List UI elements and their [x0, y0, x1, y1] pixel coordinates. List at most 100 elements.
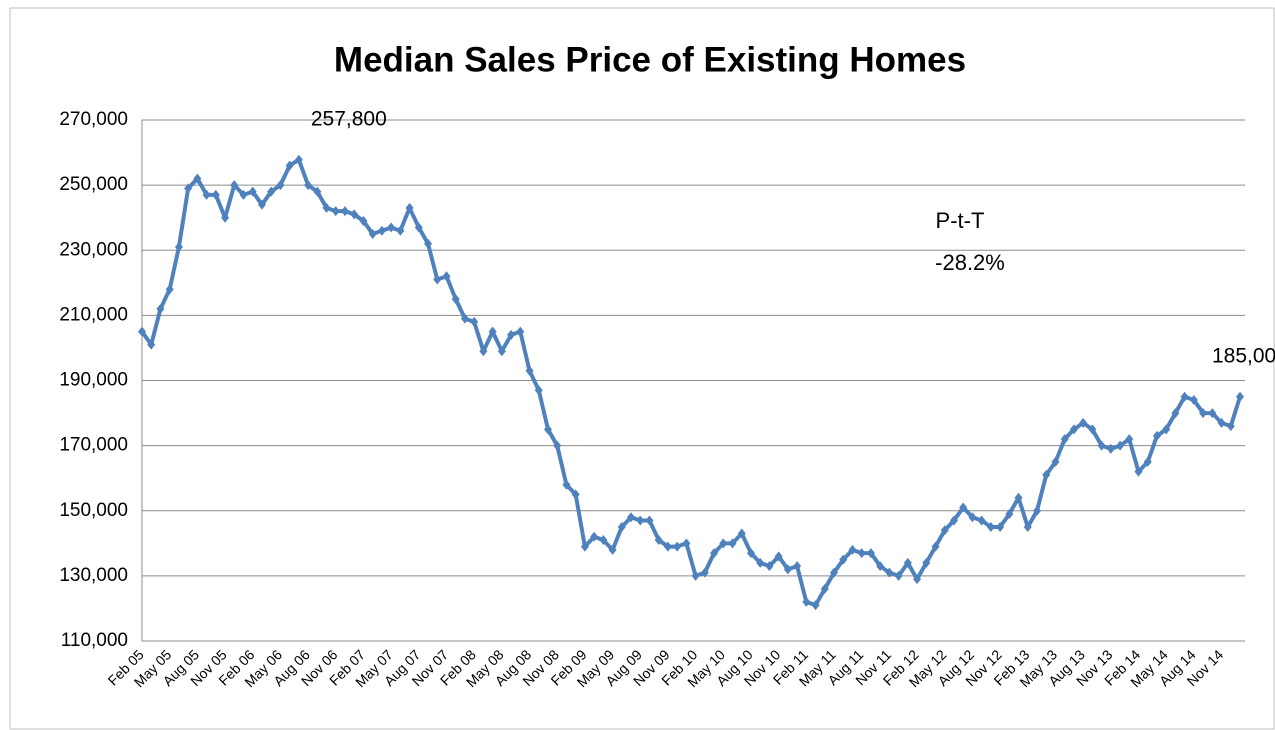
data-point	[1014, 492, 1023, 503]
data-point	[230, 180, 239, 191]
data-point	[580, 541, 589, 552]
data-point	[949, 515, 958, 526]
data-point	[534, 385, 543, 396]
data-point	[765, 561, 774, 572]
data-label: 185,000	[1212, 344, 1275, 367]
data-point	[913, 574, 922, 585]
data-point	[645, 515, 654, 526]
data-point	[239, 189, 248, 200]
data-point	[221, 212, 230, 223]
data-point	[138, 326, 146, 337]
data-point	[756, 557, 765, 568]
data-point	[294, 154, 303, 165]
y-tick-label: 130,000	[59, 565, 128, 586]
data-point	[497, 346, 506, 357]
data-point	[719, 538, 728, 549]
data-point	[793, 561, 802, 572]
data-point	[1171, 408, 1180, 419]
data-point	[636, 515, 645, 526]
y-tick-label: 230,000	[59, 239, 128, 260]
data-point	[931, 541, 940, 552]
data-point	[276, 180, 285, 191]
data-point	[968, 512, 977, 523]
data-point	[1125, 434, 1134, 445]
y-tick-label: 210,000	[59, 304, 128, 325]
data-point	[839, 554, 848, 565]
data-point	[1079, 417, 1088, 428]
data-point	[331, 206, 340, 217]
data-point	[802, 596, 811, 607]
data-point	[728, 538, 737, 549]
data-point	[737, 528, 746, 539]
data-point	[340, 206, 349, 217]
data-point	[516, 326, 525, 337]
data-point	[608, 544, 617, 555]
data-point	[857, 548, 866, 559]
data-point	[553, 440, 562, 451]
annotation: -28.2%	[935, 250, 1005, 275]
data-label: 257,800	[311, 107, 387, 130]
data-point	[488, 326, 497, 337]
data-point	[202, 189, 211, 200]
y-tick-label: 110,000	[61, 630, 128, 651]
data-point	[1134, 466, 1143, 477]
data-point	[1162, 424, 1171, 435]
data-point	[211, 189, 220, 200]
data-point	[479, 346, 488, 357]
data-point	[424, 238, 433, 249]
data-point	[922, 557, 931, 568]
data-point	[184, 183, 193, 194]
data-point	[257, 199, 266, 210]
data-point	[894, 570, 903, 581]
data-point	[248, 186, 257, 197]
data-point	[1042, 469, 1051, 480]
chart-border	[9, 7, 1275, 730]
data-point	[1180, 391, 1189, 402]
annotation: P-t-T	[936, 208, 985, 233]
data-point	[525, 365, 534, 376]
data-point	[996, 522, 1005, 533]
data-point	[507, 329, 516, 340]
data-point	[285, 160, 294, 171]
data-point	[267, 186, 276, 197]
data-point	[405, 202, 414, 213]
data-point	[147, 339, 156, 350]
data-point	[414, 222, 423, 233]
data-point	[368, 228, 377, 239]
data-point	[876, 561, 885, 572]
data-point	[691, 570, 700, 581]
data-point	[654, 535, 663, 546]
data-point	[174, 241, 183, 252]
data-point	[1005, 509, 1014, 520]
data-point	[1217, 417, 1226, 428]
y-tick-label: 270,000	[59, 109, 128, 130]
data-point	[562, 479, 571, 490]
data-point	[959, 502, 968, 513]
data-point	[663, 541, 672, 552]
data-point	[830, 567, 839, 578]
data-point	[451, 294, 460, 305]
data-point	[571, 489, 580, 500]
data-point	[820, 583, 829, 594]
data-point	[1199, 408, 1208, 419]
data-point	[1023, 522, 1032, 533]
data-point	[1152, 430, 1161, 441]
data-point	[700, 567, 709, 578]
data-point	[1106, 443, 1115, 454]
data-point	[673, 541, 682, 552]
data-point	[1033, 505, 1042, 516]
chart-title: Median Sales Price of Existing Homes	[334, 40, 966, 79]
data-point	[193, 173, 202, 184]
data-point	[165, 284, 174, 295]
data-point	[470, 316, 479, 327]
data-point	[1069, 424, 1078, 435]
data-point	[396, 225, 405, 236]
data-point	[442, 271, 451, 282]
data-point	[940, 525, 949, 536]
data-point	[682, 538, 691, 549]
data-point	[774, 551, 783, 562]
data-point	[1097, 440, 1106, 451]
data-point	[304, 180, 313, 191]
data-point	[460, 313, 469, 324]
